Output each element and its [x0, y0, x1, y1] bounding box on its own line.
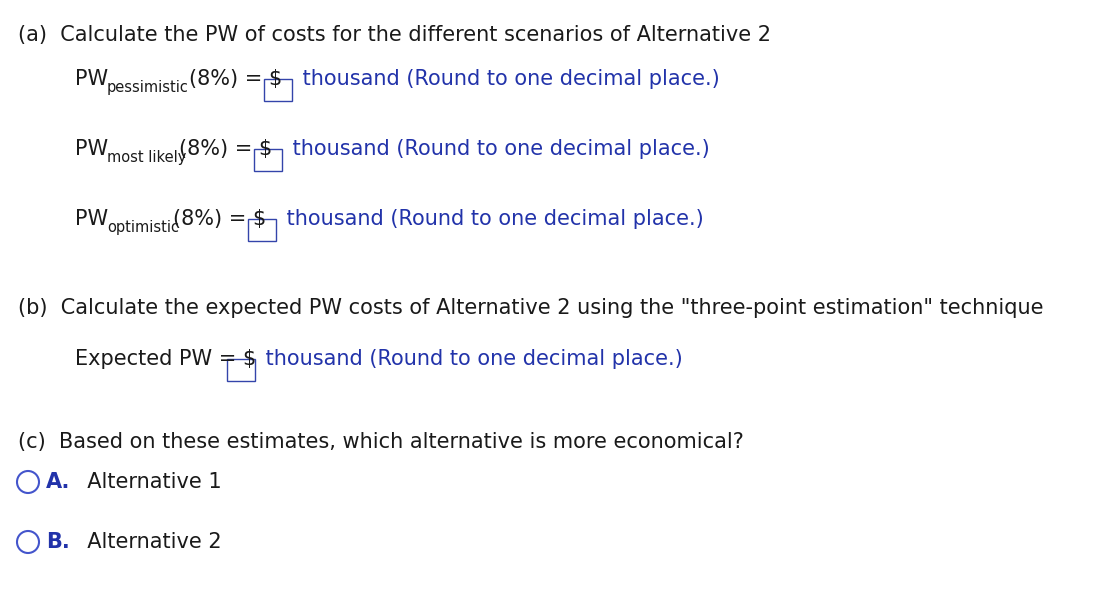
Text: most likely: most likely: [107, 150, 187, 165]
FancyBboxPatch shape: [254, 149, 282, 171]
Text: PW: PW: [75, 209, 108, 229]
Text: Expected PW = $: Expected PW = $: [75, 349, 256, 369]
Text: (8%) = $: (8%) = $: [173, 209, 266, 229]
Text: optimistic: optimistic: [107, 220, 179, 235]
Text: (8%) = $: (8%) = $: [179, 139, 273, 159]
Circle shape: [17, 471, 39, 493]
Text: (c)  Based on these estimates, which alternative is more economical?: (c) Based on these estimates, which alte…: [18, 432, 743, 452]
Text: PW: PW: [75, 139, 108, 159]
Text: A.: A.: [46, 472, 70, 492]
FancyBboxPatch shape: [264, 79, 292, 101]
FancyBboxPatch shape: [248, 219, 276, 241]
Circle shape: [17, 531, 39, 553]
Text: pessimistic: pessimistic: [107, 80, 189, 95]
Text: thousand (Round to one decimal place.): thousand (Round to one decimal place.): [259, 349, 683, 369]
Text: Alternative 1: Alternative 1: [74, 472, 221, 492]
Text: B.: B.: [46, 532, 69, 552]
Text: (8%) = $: (8%) = $: [189, 69, 282, 89]
Text: thousand (Round to one decimal place.): thousand (Round to one decimal place.): [286, 139, 710, 159]
Text: thousand (Round to one decimal place.): thousand (Round to one decimal place.): [296, 69, 720, 89]
FancyBboxPatch shape: [227, 359, 255, 381]
Text: thousand (Round to one decimal place.): thousand (Round to one decimal place.): [280, 209, 703, 229]
Text: (b)  Calculate the expected PW costs of Alternative 2 using the "three-point est: (b) Calculate the expected PW costs of A…: [18, 298, 1043, 318]
Text: (a)  Calculate the PW of costs for the different scenarios of Alternative 2: (a) Calculate the PW of costs for the di…: [18, 25, 771, 45]
Text: Alternative 2: Alternative 2: [74, 532, 221, 552]
Text: PW: PW: [75, 69, 108, 89]
